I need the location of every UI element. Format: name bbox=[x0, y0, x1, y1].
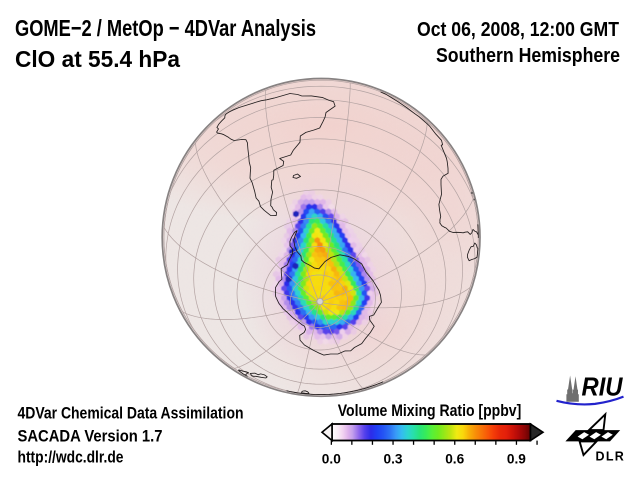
svg-text:ClO at 55.4 hPa: ClO at 55.4 hPa bbox=[15, 46, 181, 72]
svg-text:GOME−2 / MetOp − 4DVar Analysi: GOME−2 / MetOp − 4DVar Analysis bbox=[15, 15, 316, 41]
svg-text:SACADA Version 1.7: SACADA Version 1.7 bbox=[18, 428, 163, 446]
svg-text:Volume Mixing Ratio [ppbv]: Volume Mixing Ratio [ppbv] bbox=[338, 402, 522, 420]
svg-text:http://wdc.dlr.de: http://wdc.dlr.de bbox=[18, 448, 124, 466]
svg-text:4DVar Chemical Data Assimilati: 4DVar Chemical Data Assimilation bbox=[18, 405, 244, 423]
svg-text:Southern Hemisphere: Southern Hemisphere bbox=[436, 44, 620, 67]
svg-text:0.3: 0.3 bbox=[384, 451, 403, 467]
svg-text:Oct 06, 2008, 12:00 GMT: Oct 06, 2008, 12:00 GMT bbox=[417, 18, 619, 41]
svg-text:DLR: DLR bbox=[596, 450, 626, 464]
svg-text:0.9: 0.9 bbox=[507, 451, 526, 467]
svg-text:0.6: 0.6 bbox=[445, 451, 464, 467]
svg-text:RIU: RIU bbox=[582, 372, 624, 402]
svg-text:0.0: 0.0 bbox=[322, 451, 341, 467]
